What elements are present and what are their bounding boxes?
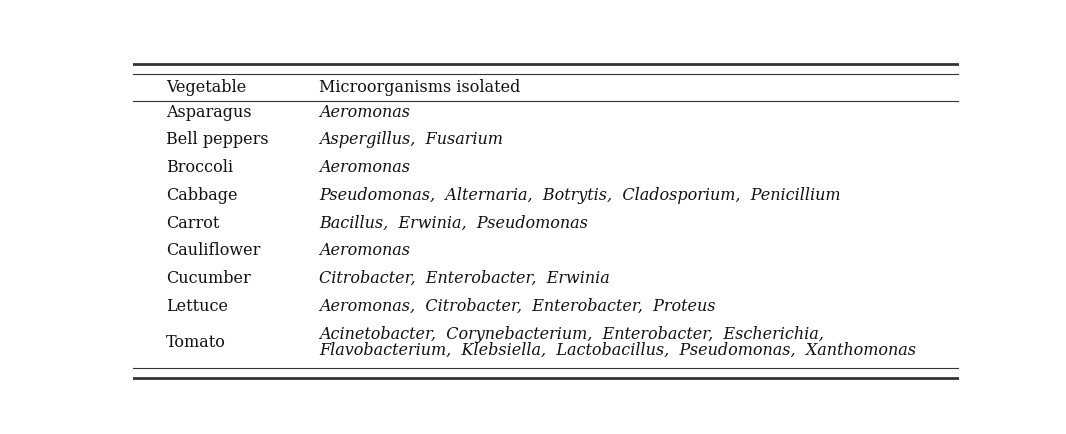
Text: Pseudomonas,  Alternaria,  Botrytis,  Cladosporium,  Penicillium: Pseudomonas, Alternaria, Botrytis, Clado… (319, 187, 841, 204)
Text: Flavobacterium,  Klebsiella,  Lactobacillus,  Pseudomonas,  Xanthomonas: Flavobacterium, Klebsiella, Lactobacillu… (319, 342, 916, 358)
Text: Asparagus: Asparagus (166, 104, 252, 121)
Text: Microorganisms isolated: Microorganisms isolated (319, 79, 520, 95)
Text: Broccoli: Broccoli (166, 159, 233, 176)
Text: Vegetable: Vegetable (166, 79, 246, 95)
Text: Aeromonas: Aeromonas (319, 159, 410, 176)
Text: Aeromonas: Aeromonas (319, 243, 410, 260)
Text: Acinetobacter,  Corynebacterium,  Enterobacter,  Escherichia,: Acinetobacter, Corynebacterium, Enteroba… (319, 326, 824, 342)
Text: Cucumber: Cucumber (166, 270, 252, 287)
Text: Aspergillus,  Fusarium: Aspergillus, Fusarium (319, 132, 503, 148)
Text: Citrobacter,  Enterobacter,  Erwinia: Citrobacter, Enterobacter, Erwinia (319, 270, 610, 287)
Text: Cabbage: Cabbage (166, 187, 238, 204)
Text: Bacillus,  Erwinia,  Pseudomonas: Bacillus, Erwinia, Pseudomonas (319, 215, 588, 232)
Text: Tomato: Tomato (166, 334, 226, 351)
Text: Cauliflower: Cauliflower (166, 243, 261, 260)
Text: Carrot: Carrot (166, 215, 220, 232)
Text: Lettuce: Lettuce (166, 298, 228, 315)
Text: Aeromonas,  Citrobacter,  Enterobacter,  Proteus: Aeromonas, Citrobacter, Enterobacter, Pr… (319, 298, 715, 315)
Text: Aeromonas: Aeromonas (319, 104, 410, 121)
Text: Bell peppers: Bell peppers (166, 132, 269, 148)
